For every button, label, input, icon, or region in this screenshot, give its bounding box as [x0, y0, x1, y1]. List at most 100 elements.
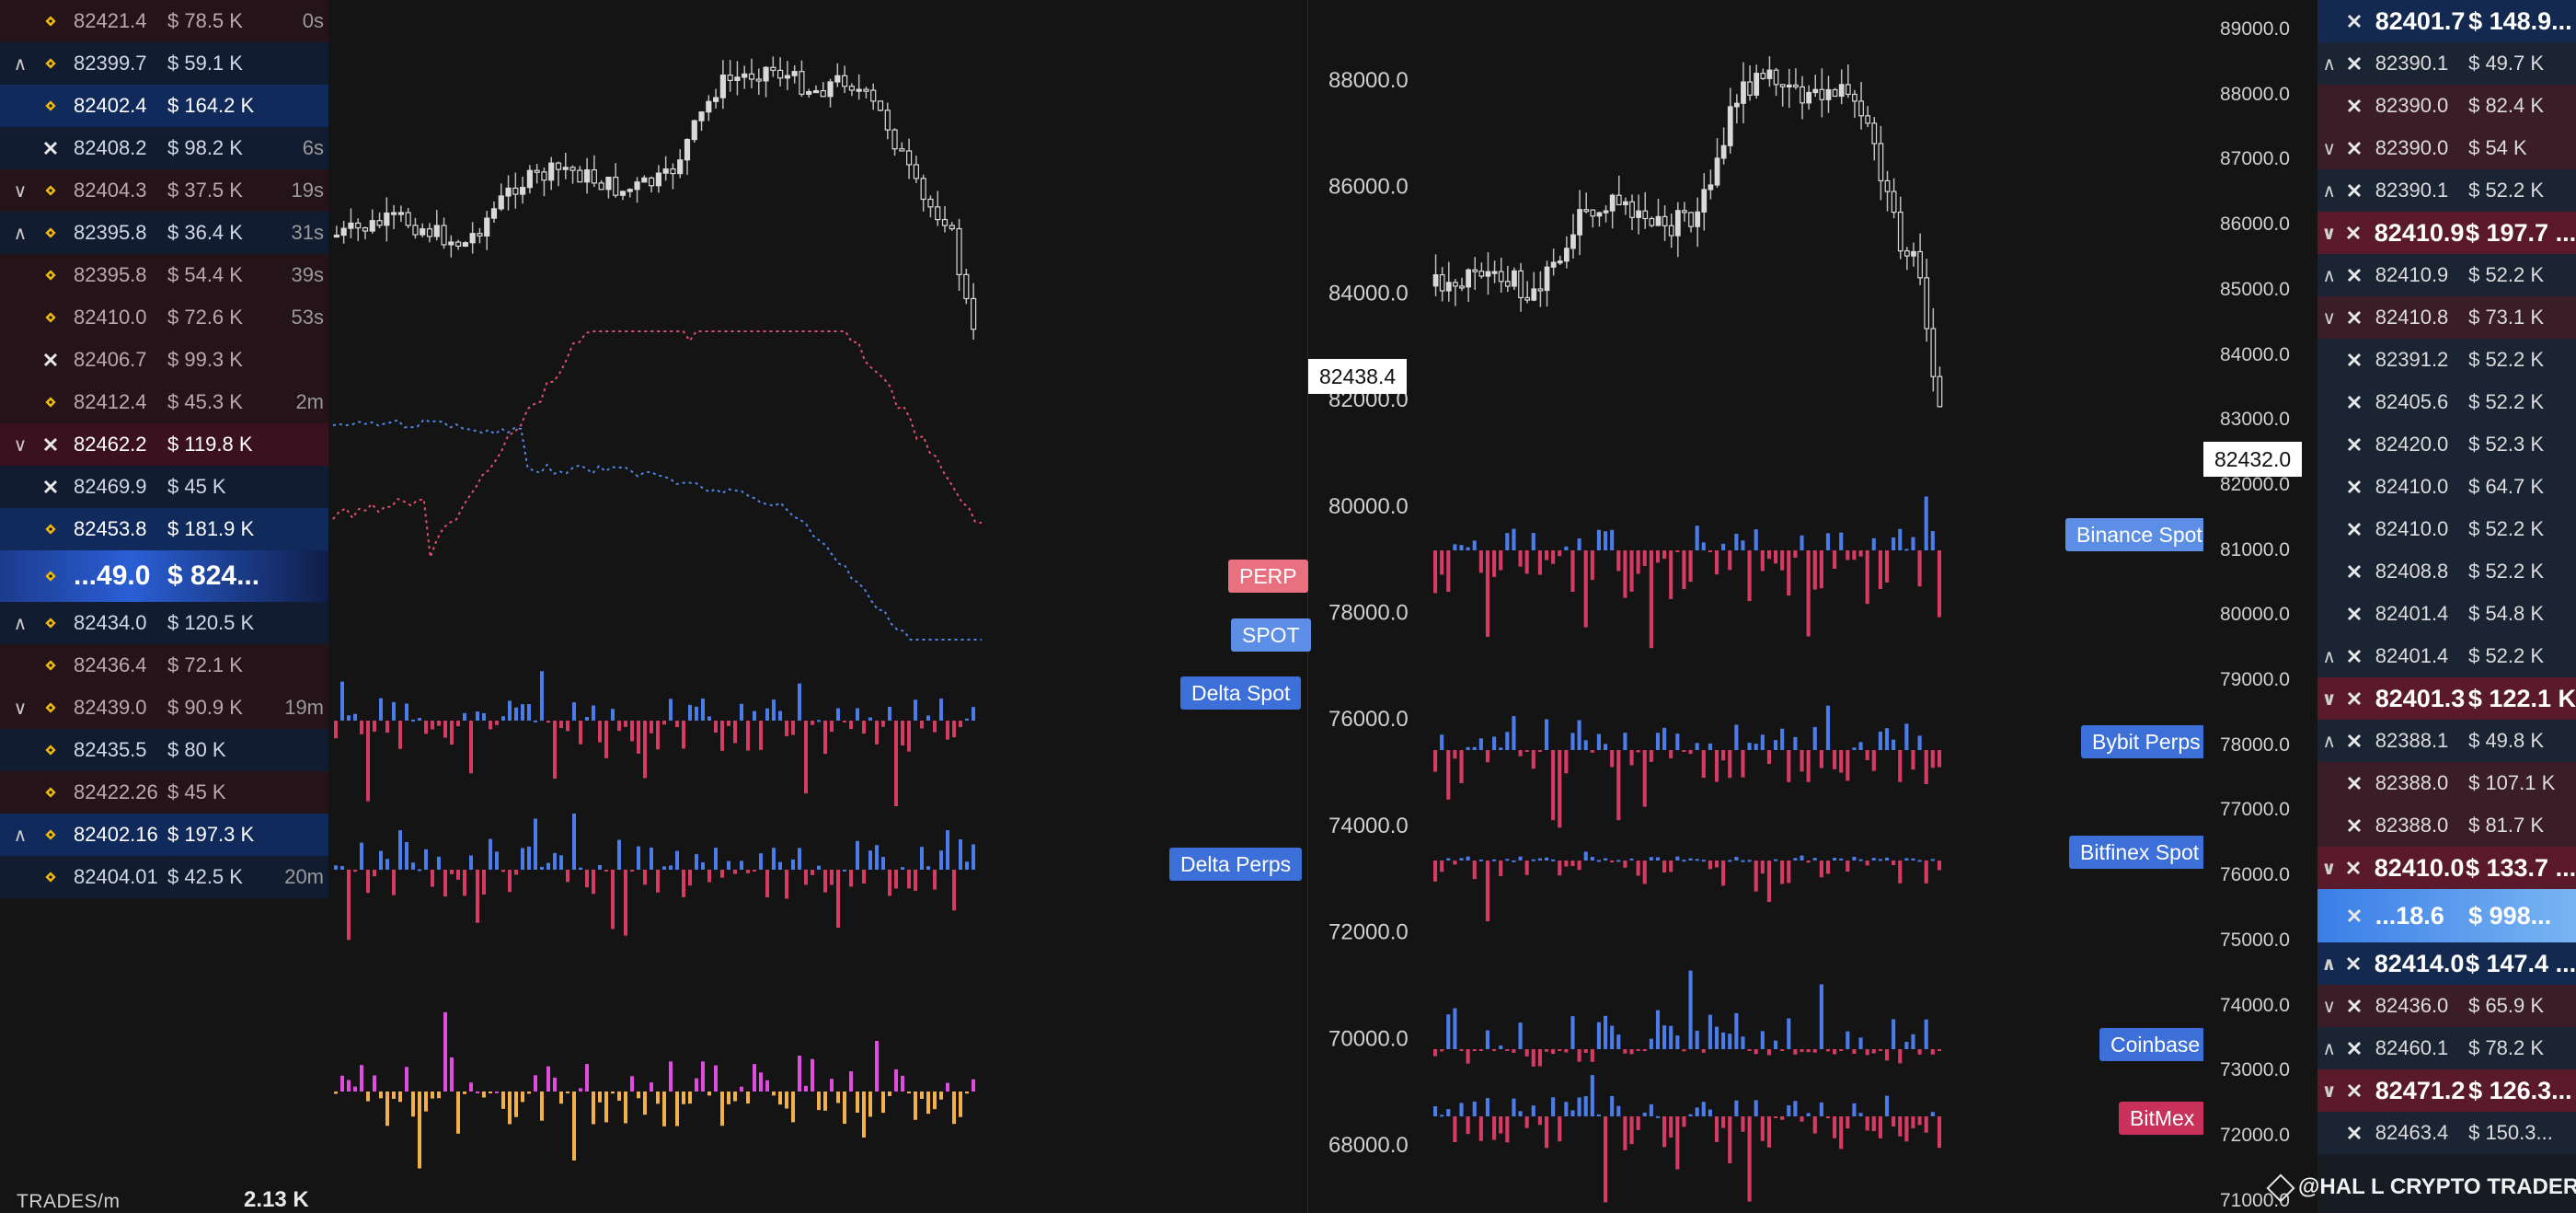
coinbase-bar [1518, 1022, 1523, 1049]
bitmex-bar [1453, 1116, 1457, 1143]
delta-spot-bar [727, 721, 730, 726]
volume-bar [733, 1092, 737, 1102]
middle-candle [1779, 84, 1786, 87]
binance-spot-bar [1714, 550, 1719, 575]
middle-candle [1871, 122, 1878, 144]
left-candle [941, 218, 949, 226]
trade-size: $ 52.2 K [2468, 179, 2545, 202]
volume-bar [650, 1082, 653, 1092]
left-candle [899, 148, 905, 152]
bitfinex-spot-bar [1878, 859, 1882, 861]
chevron-up-icon: ∧ [2322, 646, 2336, 667]
binance-spot-bar [1629, 550, 1634, 592]
trade-price: 82390.0 [2375, 136, 2449, 159]
delta-perps-bar [868, 850, 872, 870]
delta-spot-bar [637, 721, 640, 754]
bitfinex-spot-bar [1787, 861, 1791, 884]
bitfinex-spot-bar [1675, 856, 1680, 861]
volume-bar [424, 1092, 428, 1112]
binance-spot-bar [1708, 550, 1712, 552]
binance-icon [45, 16, 56, 27]
middle-candle [1636, 210, 1642, 218]
chevron-down-icon: ∨ [2322, 138, 2336, 159]
exchange-icon [40, 53, 61, 74]
delta-perps-bar [753, 870, 756, 872]
middle-candle [1537, 288, 1544, 292]
bybit-perps-bar [1531, 750, 1535, 769]
trade-size: $ 120.5 K [167, 611, 255, 634]
delta-spot-bar [707, 716, 711, 721]
delta-spot-bar [469, 721, 473, 774]
delta-spot-bar [798, 683, 801, 721]
delta-perps-bar [650, 847, 653, 870]
bybit-icon [43, 437, 58, 452]
middle-candle [1930, 328, 1937, 377]
bitfinex-spot-bar [1616, 860, 1621, 862]
left-candle [670, 168, 676, 175]
exchange-icon [2344, 392, 2363, 412]
middle-candle [1760, 73, 1766, 79]
trade-size: $ 80 K [167, 738, 226, 761]
delta-perps-bar [901, 867, 904, 870]
chevron-down-icon: ∨ [2322, 307, 2336, 329]
delta-spot-bar [778, 710, 782, 721]
middle-candle [1800, 86, 1805, 104]
middle-candle [1806, 91, 1812, 104]
trade-age: 6s [302, 136, 324, 159]
trade-price: 82390.0 [2375, 94, 2449, 117]
right-axis-tick: 88000.0 [2220, 83, 2290, 105]
delta-perps-bar [926, 866, 930, 870]
volume-bar [778, 1092, 782, 1105]
delta-perps-bar [637, 846, 640, 870]
delta-spot-bar [946, 721, 949, 740]
exchange-icon [2344, 646, 2363, 666]
delta-perps-bar [733, 870, 737, 874]
bitfinex-spot-bar [1570, 861, 1575, 867]
delta-perps-bar [431, 870, 434, 887]
delta-perps-bar [624, 870, 627, 936]
chevron-up-icon: ∧ [13, 53, 28, 75]
volume-bar [675, 1092, 679, 1126]
bitfinex-spot-bar [1492, 859, 1497, 861]
trade-age: 19m [284, 696, 324, 719]
right-trade-row: ...18.6 $ 998... [2317, 889, 2576, 942]
bitmex-bar [1754, 1100, 1758, 1116]
chevron-down-icon: ∨ [2321, 688, 2337, 710]
bybit-perps-bar [1858, 742, 1863, 750]
coinbase-bar [1688, 970, 1693, 1049]
bitmex-bar [1734, 1100, 1739, 1116]
coinbase-bar [1610, 1025, 1615, 1049]
right-trade-row: ∨ 82436.0 $ 65.9 K [2317, 985, 2576, 1027]
trade-price: 82414.0 [2374, 949, 2465, 977]
binance-spot-bar [1747, 550, 1752, 602]
bybit-perps-bar [1636, 750, 1640, 753]
delta-spot-bar [849, 721, 853, 730]
coinbase-bar [1806, 1049, 1811, 1053]
middle-candle [1432, 274, 1439, 287]
delta-perps-bar [572, 813, 576, 870]
middle-axis-tick: 76000.0 [1328, 707, 1409, 732]
middle-candle [1714, 157, 1720, 186]
bybit-icon [2347, 56, 2362, 71]
middle-candle [1891, 191, 1897, 214]
left-candle [655, 172, 661, 187]
middle-candle [1924, 277, 1930, 329]
trade-price: 82410.0 [2374, 853, 2465, 882]
delta-spot-bar [385, 721, 389, 734]
delta-spot-bar [952, 721, 956, 738]
middle-chart-panel[interactable]: 88000.086000.084000.082000.080000.078000… [1308, 0, 2203, 1213]
middle-candle [1504, 281, 1511, 287]
exchange-icon [40, 11, 61, 31]
delta-perps-bar [489, 838, 492, 870]
coinbase-bar [1642, 1049, 1647, 1051]
left-chart-panel[interactable] [328, 0, 1308, 1213]
exchange-icon [2344, 858, 2363, 878]
bitmex-bar [1492, 1116, 1497, 1140]
binance-icon [45, 872, 56, 883]
left-trade-row: 82410.0 $ 72.6 K 53s [0, 296, 328, 339]
bybit-icon [2347, 908, 2362, 923]
binance-spot-bar [1846, 550, 1850, 560]
bitmex-bar [1787, 1104, 1791, 1116]
bitfinex-spot-bar [1577, 861, 1581, 871]
bitfinex-spot-bar [1669, 861, 1673, 872]
